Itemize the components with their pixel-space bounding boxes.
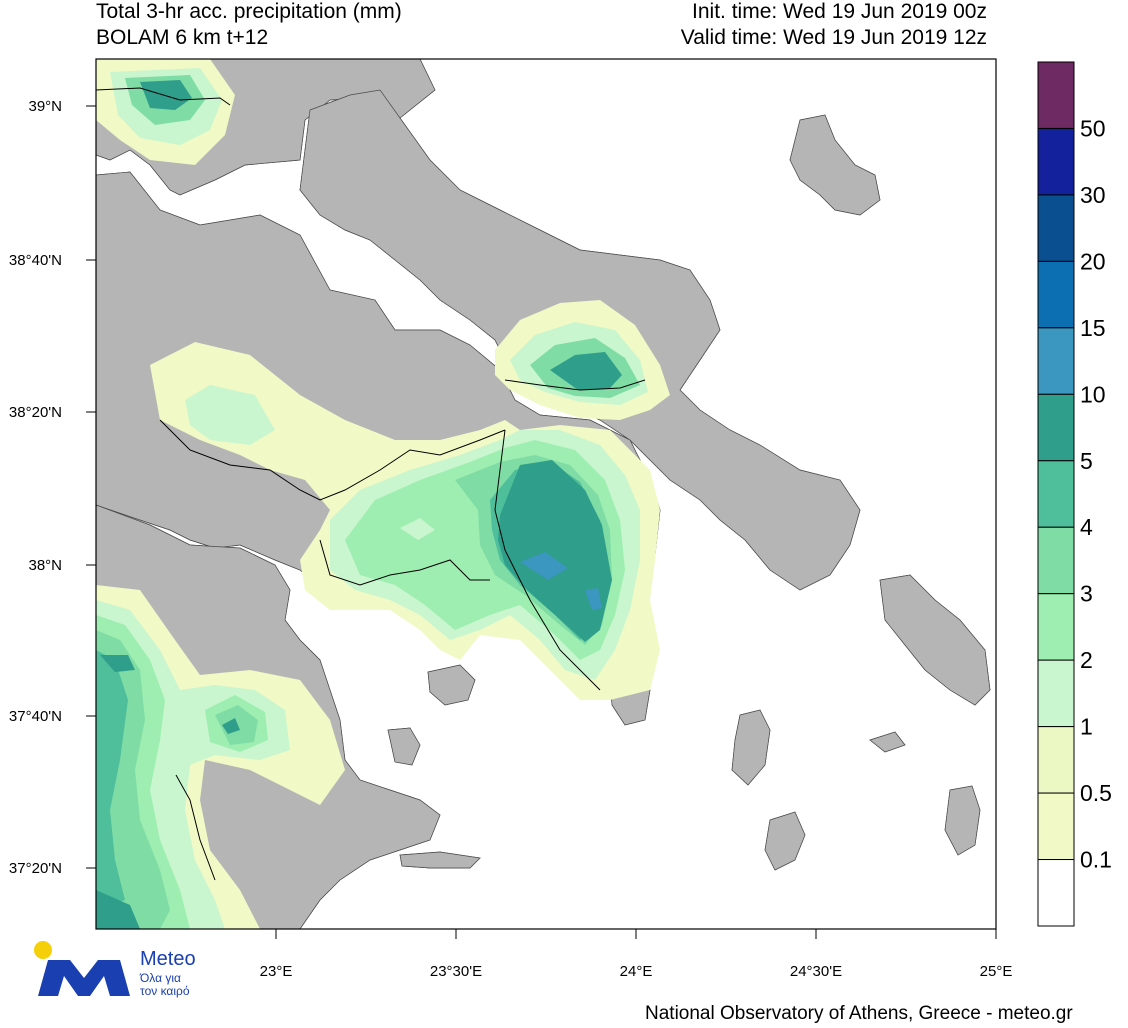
precip-attica-10 [520, 552, 568, 580]
footer-credit: National Observatory of Athens, Greece -… [645, 1003, 1073, 1024]
init-time: Init. time: Wed 19 Jun 2019 00z [692, 0, 987, 23]
colorbar-swatch [1037, 61, 1075, 129]
logo-tagline-1: Όλα για [140, 971, 181, 985]
logo-name: Meteo [140, 948, 196, 970]
lat-label-38: 38°N [28, 557, 62, 574]
map-content [96, 59, 996, 929]
lon-label-24-30: 24°30'E [790, 963, 842, 980]
colorbar-label: 0.1 [1080, 847, 1112, 873]
meteo-logo: Meteo Όλα για τον καιρό [34, 938, 224, 1000]
title-line-1: Total 3-hr acc. precipitation (mm) [96, 0, 402, 23]
precip-pelop-4 [96, 650, 128, 910]
colorbar-swatch [1037, 460, 1075, 528]
colorbar-swatch [1037, 726, 1075, 794]
title-line-2: BOLAM 6 km t+12 [96, 26, 269, 49]
lon-label-24: 24°E [620, 963, 653, 980]
lon-label-23: 23°E [260, 963, 293, 980]
colorbar-label: 4 [1080, 514, 1093, 540]
lat-label-37-20: 37°20'N [9, 860, 62, 877]
map-frame [95, 58, 997, 930]
precip-pelop-5 [100, 655, 135, 672]
lat-label-39: 39°N [28, 98, 62, 115]
colorbar-swatch [1037, 792, 1075, 861]
precip-nw-5 [140, 80, 192, 110]
colorbar-label: 0.5 [1080, 780, 1112, 806]
logo-tagline-2: τον καιρό [140, 984, 190, 998]
precip-central-1 [185, 385, 275, 445]
precip-attica-5 [498, 460, 612, 642]
lon-axis [275, 929, 997, 939]
colorbar-swatch [1037, 526, 1075, 595]
precipitation-contours [96, 59, 670, 929]
map-title: Total 3-hr acc. precipitation (mm) BOLAM… [96, 0, 402, 51]
colorbar-swatch [1037, 593, 1075, 661]
precip-attica-10b [585, 588, 602, 610]
valid-time: Valid time: Wed 19 Jun 2019 12z [680, 26, 987, 49]
colorbar-label: 20 [1080, 248, 1106, 274]
precip-euboea-5 [550, 352, 622, 390]
colorbar-swatch [1037, 260, 1075, 329]
colorbar-label: 2 [1080, 647, 1093, 673]
colorbar-labels: 50 30 20 15 10 5 4 3 2 1 0.5 0.1 [1080, 115, 1112, 872]
precip-pelop-5b [222, 718, 240, 734]
lat-label-38-40: 38°40'N [9, 252, 62, 269]
colorbar-label: 15 [1080, 315, 1106, 341]
colorbar-label: 30 [1080, 182, 1106, 208]
colorbar-swatch [1037, 194, 1075, 262]
colorbar-label: 5 [1080, 448, 1093, 474]
admin-borders [96, 87, 646, 881]
lon-label-23-30: 23°30'E [430, 963, 482, 980]
lon-label-25: 25°E [980, 963, 1013, 980]
lat-label-37-40: 37°40'N [9, 708, 62, 725]
colorbar-swatch [1037, 659, 1075, 728]
time-info: Init. time: Wed 19 Jun 2019 00z Valid ti… [681, 0, 987, 51]
colorbar-label: 1 [1080, 714, 1093, 740]
lat-label-38-20: 38°20'N [9, 404, 62, 421]
colorbar-swatch [1037, 393, 1075, 462]
colorbar [1037, 61, 1075, 927]
colorbar-label: 50 [1080, 115, 1106, 141]
lat-axis [86, 105, 96, 869]
colorbar-swatch [1037, 327, 1075, 395]
colorbar-swatch [1037, 127, 1075, 196]
colorbar-label: 3 [1080, 581, 1093, 607]
meteo-logo-mark [34, 941, 130, 996]
precip-pelop-5c [96, 890, 140, 929]
precip-attica-1-hole [400, 518, 435, 540]
colorbar-label: 10 [1080, 381, 1106, 407]
colorbar-swatch [1037, 859, 1075, 927]
